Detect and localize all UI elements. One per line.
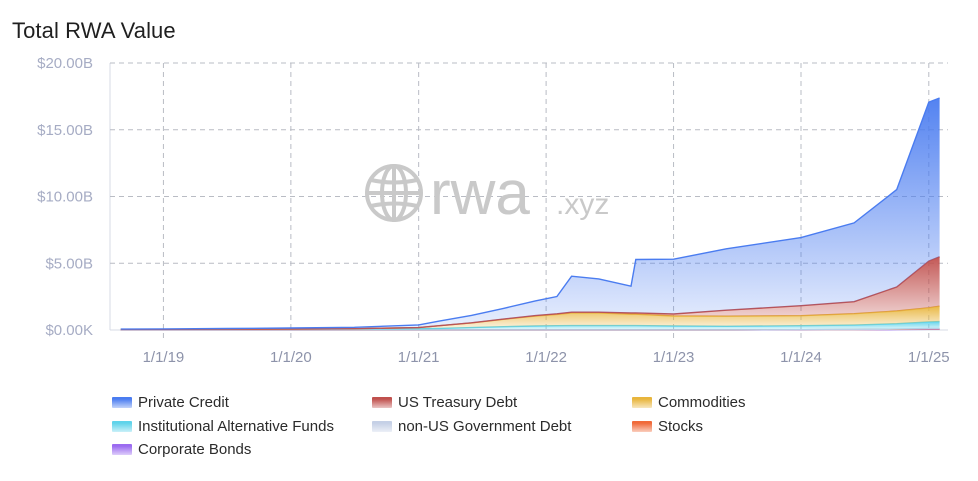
- y-tick-label: $0.00K: [45, 322, 93, 339]
- legend-swatch: [632, 421, 652, 432]
- legend-swatch: [112, 397, 132, 408]
- legend-item[interactable]: Commodities: [632, 394, 746, 411]
- legend-item[interactable]: Private Credit: [112, 394, 229, 411]
- legend-label: Institutional Alternative Funds: [138, 418, 334, 435]
- chart-title: Total RWA Value: [12, 18, 176, 43]
- legend-item[interactable]: Institutional Alternative Funds: [112, 418, 334, 435]
- y-tick-label: $20.00B: [37, 55, 93, 72]
- legend-item[interactable]: non-US Government Debt: [372, 418, 571, 435]
- y-tick-label: $5.00B: [45, 255, 93, 272]
- legend-item[interactable]: Corporate Bonds: [112, 441, 251, 458]
- watermark-brand: rwa: [430, 159, 530, 228]
- legend-item[interactable]: Stocks: [632, 418, 703, 435]
- legend-label: Corporate Bonds: [138, 441, 252, 458]
- watermark-suffix: .xyz: [556, 188, 609, 221]
- y-tick-label: $15.00B: [37, 122, 93, 139]
- legend-item[interactable]: US Treasury Debt: [372, 394, 517, 411]
- legend-label: US Treasury Debt: [398, 394, 518, 411]
- x-tick-label: 1/1/25: [908, 349, 950, 366]
- legend-label: non-US Government Debt: [398, 418, 572, 435]
- x-tick-label: 1/1/21: [398, 349, 440, 366]
- series-line: [120, 97, 940, 330]
- globe-icon: [365, 164, 423, 222]
- series-area: [120, 256, 940, 330]
- y-axis-ticks: $0.00K $5.00B $10.00B $15.00B $20.00B: [37, 55, 93, 339]
- y-tick-label: $10.00B: [37, 189, 93, 206]
- legend-swatch: [372, 397, 392, 408]
- series-area: [120, 306, 940, 330]
- series-area: [120, 98, 940, 330]
- x-tick-label: 1/1/22: [525, 349, 567, 366]
- legend-label: Stocks: [658, 418, 704, 435]
- legend-swatch: [372, 421, 392, 432]
- legend-swatch: [112, 421, 132, 432]
- rwa-area-chart: rwa .xyz $0.00K $5.00B $10.00B $15.00B $20.0…: [37, 55, 950, 366]
- legend-label: Private Credit: [138, 394, 229, 411]
- watermark: rwa .xyz: [365, 159, 609, 228]
- legend-swatch: [112, 444, 132, 455]
- series-areas: [120, 97, 940, 331]
- x-axis-ticks: 1/1/19 1/1/20 1/1/21 1/1/22 1/1/23 1/1/24 1/1/…: [143, 349, 950, 366]
- x-tick-label: 1/1/20: [270, 349, 312, 366]
- legend-swatch: [632, 397, 652, 408]
- series-area: [120, 321, 940, 330]
- x-tick-label: 1/1/23: [653, 349, 695, 366]
- x-tick-label: 1/1/19: [143, 349, 185, 366]
- x-tick-label: 1/1/24: [780, 349, 822, 366]
- legend-label: Commodities: [658, 394, 746, 411]
